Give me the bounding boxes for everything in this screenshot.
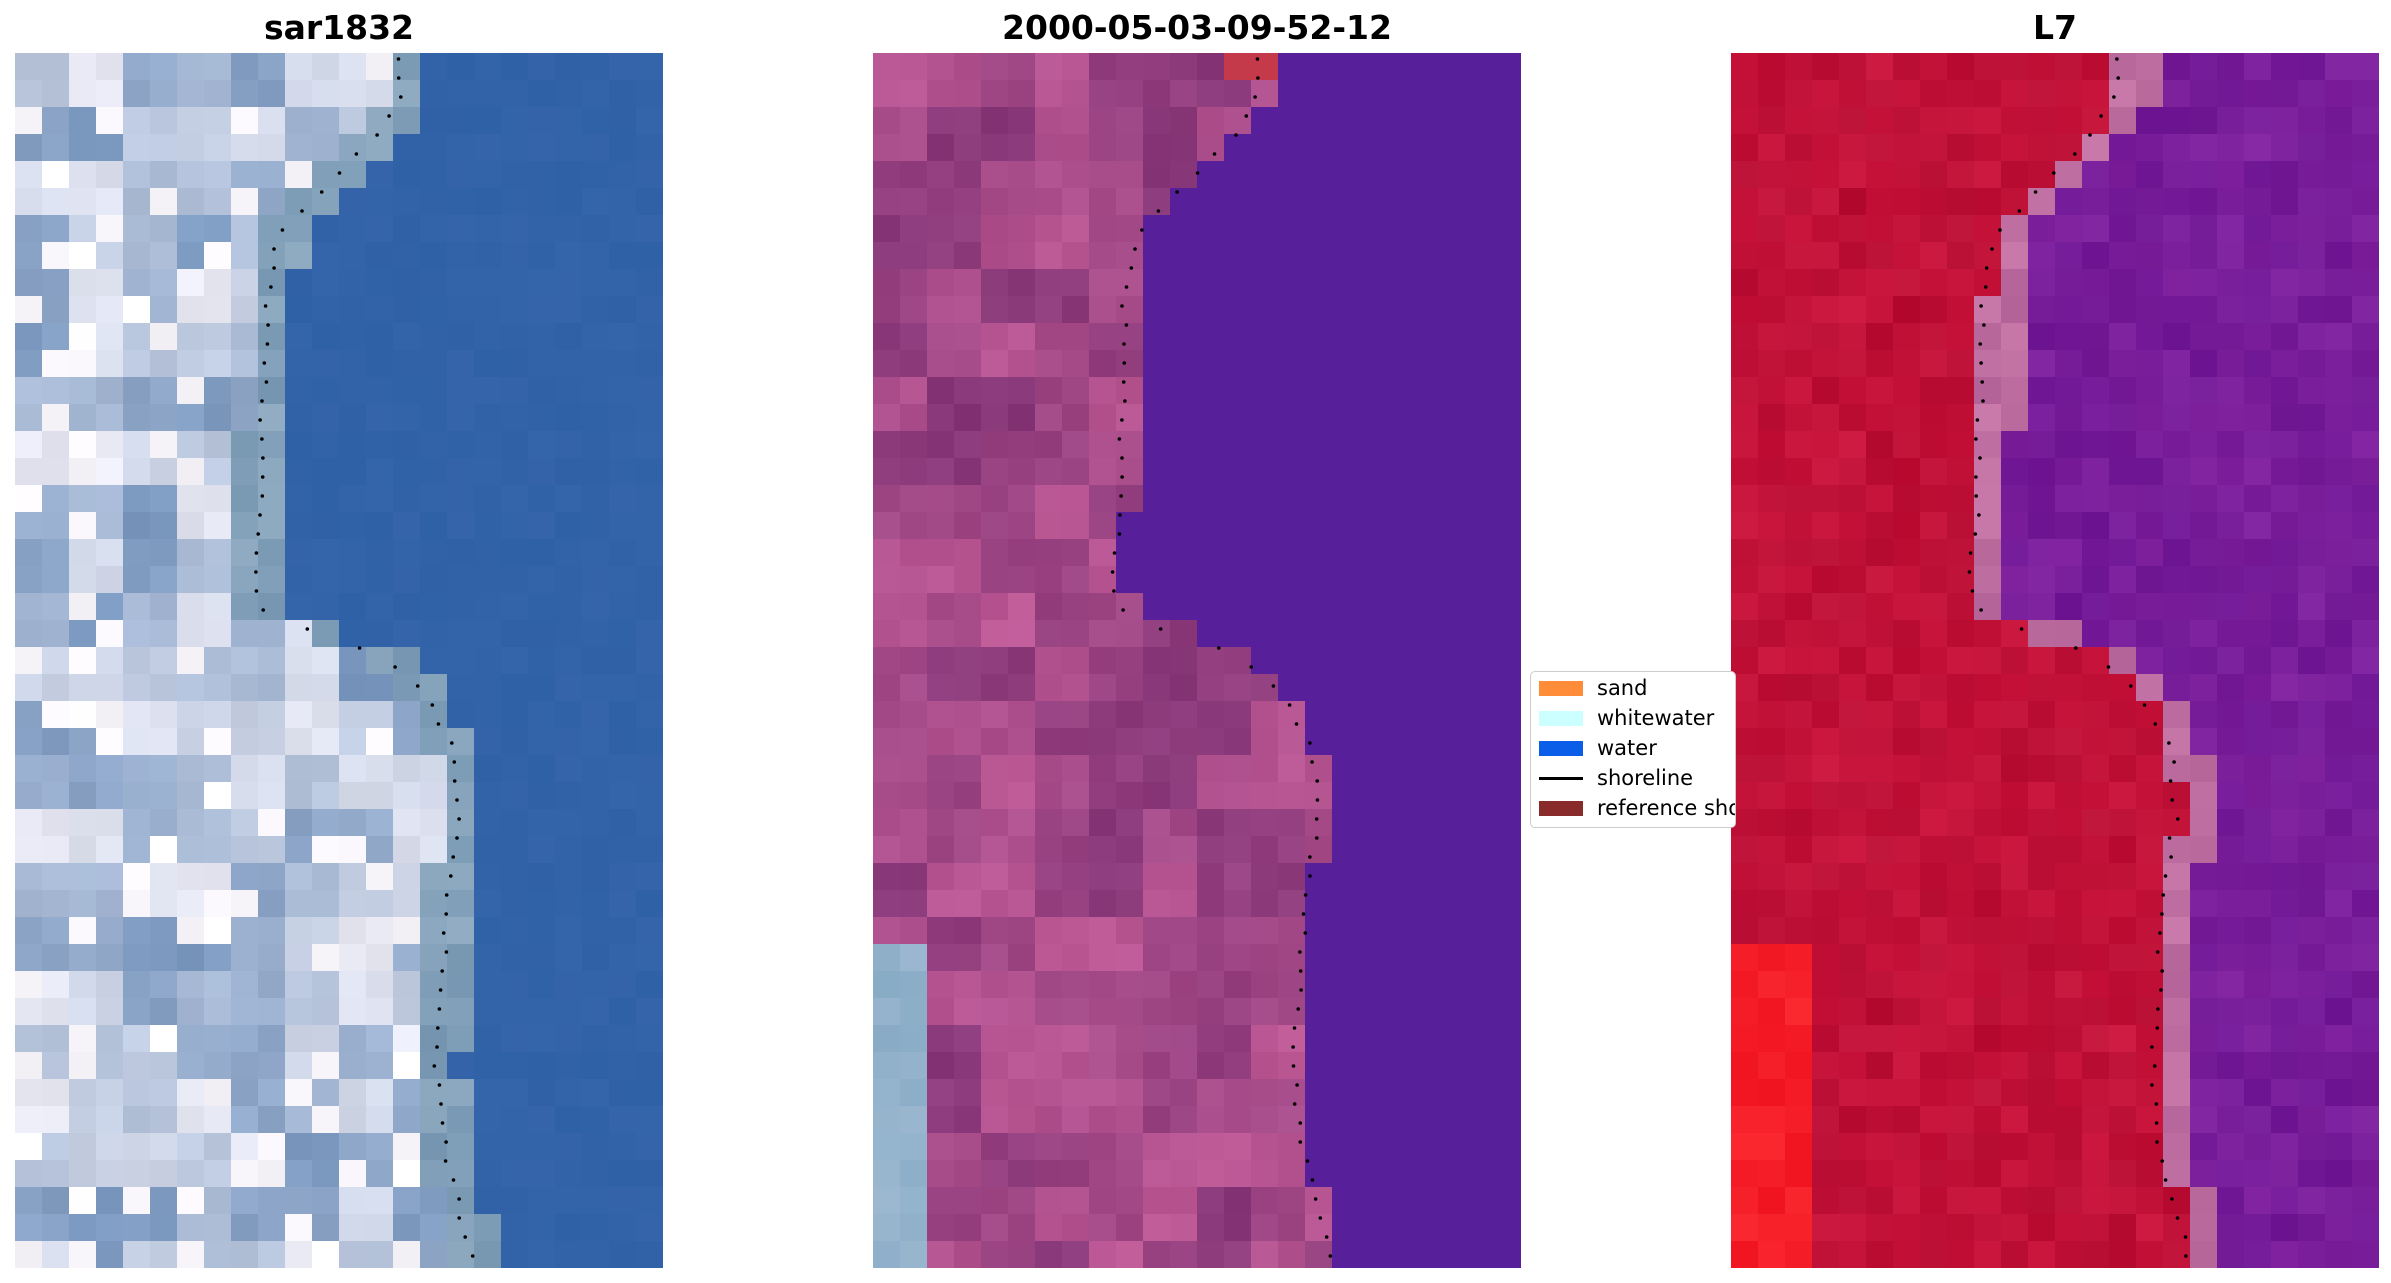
legend-item-water: water [1531,735,1735,761]
image-pixels [873,53,1521,1268]
legend-label-sand: sand [1597,676,1648,700]
panel-title-1: sar1832 [263,8,415,47]
panel-title-3: L7 [2033,8,2077,47]
whitewater-swatch [1539,711,1583,726]
satellite-image-nir [1731,53,2379,1268]
legend-item-shoreline: shoreline [1531,765,1735,791]
shoreline-dots [254,57,475,1258]
image-pixels [15,53,663,1268]
legend-item-reference-shoreline: reference shoreline [1531,795,1735,821]
shoreline-dots [1110,57,1333,1258]
sand-swatch [1539,681,1583,696]
shoreline-dots [1967,57,2188,1258]
water-swatch [1539,741,1583,756]
legend: sand whitewater water shoreline referenc… [1530,671,1736,828]
reference-shoreline-swatch [1539,801,1583,816]
legend-item-whitewater: whitewater [1531,705,1735,731]
legend-label-reference-shoreline: reference shoreline [1597,796,1735,820]
shoreline-line-swatch [1539,777,1583,780]
legend-item-sand: sand [1531,675,1735,701]
satellite-image-rgb [15,53,663,1268]
classified-image [873,53,1521,1268]
legend-label-water: water [1597,736,1657,760]
legend-label-shoreline: shoreline [1597,766,1694,790]
panel-title-2: 2000-05-03-09-52-12 [1002,8,1392,47]
image-pixels [1731,53,2379,1268]
legend-label-whitewater: whitewater [1597,706,1715,730]
